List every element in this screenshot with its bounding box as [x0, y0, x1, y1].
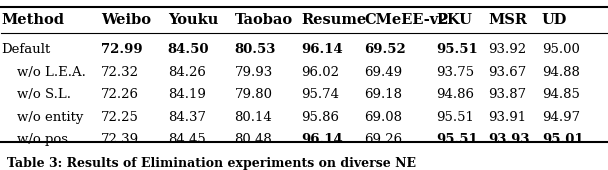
Text: 69.18: 69.18	[365, 88, 402, 101]
Text: w/o pos: w/o pos	[16, 133, 67, 146]
Text: 95.51: 95.51	[436, 44, 478, 56]
Text: 95.74: 95.74	[301, 88, 339, 101]
Text: w/o S.L.: w/o S.L.	[16, 88, 71, 101]
Text: 94.97: 94.97	[542, 111, 580, 124]
Text: 80.53: 80.53	[235, 44, 276, 56]
Text: w/o entity: w/o entity	[16, 111, 83, 124]
Text: 84.37: 84.37	[168, 111, 206, 124]
Text: Youku: Youku	[168, 13, 218, 27]
Text: Table 3: Results of Elimination experiments on diverse NE: Table 3: Results of Elimination experime…	[7, 157, 416, 170]
Text: PKU: PKU	[436, 13, 472, 27]
Text: 80.48: 80.48	[235, 133, 272, 146]
Text: 93.93: 93.93	[489, 133, 530, 146]
Text: 72.25: 72.25	[102, 111, 139, 124]
Text: Default: Default	[1, 44, 50, 56]
Text: 95.51: 95.51	[436, 111, 474, 124]
Text: 96.14: 96.14	[301, 44, 343, 56]
Text: 96.02: 96.02	[301, 66, 339, 79]
Text: 84.26: 84.26	[168, 66, 206, 79]
Text: 84.50: 84.50	[168, 44, 209, 56]
Text: Taobao: Taobao	[235, 13, 292, 27]
Text: 72.32: 72.32	[102, 66, 139, 79]
Text: 72.39: 72.39	[102, 133, 139, 146]
Text: 69.26: 69.26	[365, 133, 402, 146]
Text: 93.67: 93.67	[489, 66, 527, 79]
Text: 95.86: 95.86	[301, 111, 339, 124]
Text: MSR: MSR	[489, 13, 528, 27]
Text: Method: Method	[1, 13, 64, 27]
Text: 84.19: 84.19	[168, 88, 206, 101]
Text: 79.93: 79.93	[235, 66, 272, 79]
Text: 95.51: 95.51	[436, 133, 478, 146]
Text: Weibo: Weibo	[102, 13, 151, 27]
Text: 84.45: 84.45	[168, 133, 206, 146]
Text: 69.52: 69.52	[365, 44, 406, 56]
Text: 69.08: 69.08	[365, 111, 402, 124]
Text: CMeEE-v2: CMeEE-v2	[365, 13, 449, 27]
Text: 72.26: 72.26	[102, 88, 139, 101]
Text: w/o L.E.A.: w/o L.E.A.	[16, 66, 85, 79]
Text: 94.86: 94.86	[436, 88, 474, 101]
Text: 69.49: 69.49	[365, 66, 402, 79]
Text: 72.99: 72.99	[102, 44, 143, 56]
Text: 94.88: 94.88	[542, 66, 579, 79]
Text: 93.75: 93.75	[436, 66, 474, 79]
Text: 93.91: 93.91	[489, 111, 527, 124]
Text: UD: UD	[542, 13, 567, 27]
Text: 95.00: 95.00	[542, 44, 579, 56]
Text: 95.01: 95.01	[542, 133, 584, 146]
Text: Resume: Resume	[301, 13, 366, 27]
Text: 96.14: 96.14	[301, 133, 343, 146]
Text: 79.80: 79.80	[235, 88, 272, 101]
Text: 94.85: 94.85	[542, 88, 579, 101]
Text: 93.87: 93.87	[489, 88, 527, 101]
Text: 93.92: 93.92	[489, 44, 527, 56]
Text: 80.14: 80.14	[235, 111, 272, 124]
